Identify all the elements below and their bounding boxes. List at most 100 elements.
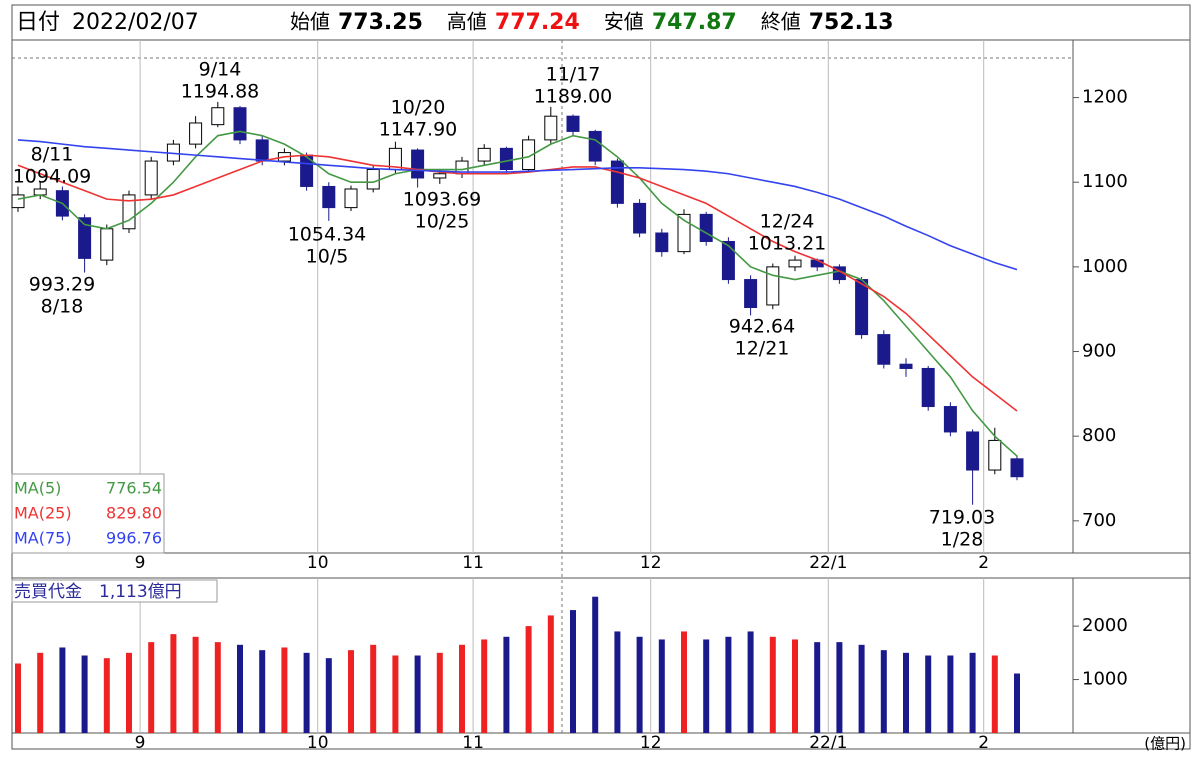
- candle-body: [11, 194, 25, 209]
- volume-bar: [126, 652, 132, 733]
- volume-bar: [636, 636, 643, 733]
- volume-bar: [81, 655, 88, 733]
- annotation: 1194.88: [181, 81, 260, 103]
- annotation: 1093.69: [403, 189, 482, 211]
- x-tick-label: 22/1: [809, 733, 847, 753]
- volume-bar: [614, 631, 621, 733]
- candle-body: [966, 431, 980, 471]
- candle-body: [855, 279, 869, 336]
- candle-body: [899, 363, 913, 369]
- ma-line: [17, 130, 1018, 457]
- legend-name: MA(5): [14, 479, 61, 498]
- annotation: 10/5: [306, 246, 349, 268]
- volume-bar: [214, 642, 221, 733]
- candle-body: [788, 259, 802, 268]
- date-label: 日付: [16, 10, 60, 35]
- y-tick-label: 1000: [1082, 669, 1128, 690]
- volume-bar: [969, 652, 976, 733]
- header: 日付 2022/02/07: [16, 10, 199, 35]
- volume-bar: [148, 642, 155, 733]
- x-tick-label: 9: [135, 733, 146, 753]
- y-tick-label: 800: [1082, 425, 1116, 446]
- legend-value: 829.80: [106, 504, 162, 523]
- legend-name: MA(75): [14, 529, 72, 548]
- y-tick-label: 1200: [1082, 87, 1128, 108]
- candle-body: [655, 232, 669, 253]
- y-tick-label: 700: [1082, 510, 1116, 531]
- field-value: 752.13: [809, 10, 894, 35]
- x-tick-label: 12: [640, 553, 662, 573]
- annotation: 1054.34: [288, 224, 367, 246]
- volume-bar: [303, 652, 310, 733]
- volume-bar: [570, 610, 576, 733]
- field-value: 777.24: [495, 10, 580, 35]
- volume-bar: [392, 655, 399, 733]
- volume-bar: [525, 626, 532, 733]
- candle-body: [233, 107, 247, 141]
- volume-bar: [192, 636, 199, 733]
- y-tick-label: 2000: [1082, 615, 1128, 636]
- annotation: 11/17: [546, 64, 601, 86]
- annotation: 993.29: [29, 274, 95, 296]
- y-tick-label: 1100: [1082, 171, 1128, 192]
- volume-bar: [703, 639, 710, 733]
- candle-body: [699, 213, 713, 242]
- volume-bar: [658, 639, 665, 733]
- volume-bar: [880, 650, 887, 733]
- annotation: 8/11: [31, 144, 74, 166]
- candle-body: [744, 279, 758, 309]
- volume-bar: [103, 658, 110, 733]
- candle-body: [433, 173, 447, 179]
- y-tick-label: 1000: [1082, 256, 1128, 277]
- candle-body: [522, 139, 536, 171]
- candle-body: [322, 185, 336, 209]
- volume-bar: [436, 652, 443, 733]
- annotation: 8/18: [41, 296, 84, 318]
- volume-bar: [281, 647, 288, 733]
- candle-body: [499, 147, 513, 171]
- volume-bar: [991, 655, 998, 733]
- volume-bar: [170, 634, 177, 733]
- volume-bar: [814, 642, 821, 733]
- candle-body: [544, 115, 558, 141]
- plot: [11, 40, 1024, 733]
- x-tick-label: 2: [978, 553, 989, 573]
- annotation: 12/21: [735, 338, 790, 360]
- frame: [11, 4, 1191, 750]
- x-tick-label: 9: [135, 553, 146, 573]
- volume-bar: [1014, 673, 1020, 733]
- legend-name: MA(25): [14, 504, 72, 523]
- annotation: 719.03: [929, 507, 995, 529]
- annotation: 9/14: [199, 59, 242, 81]
- y-tick-label: 900: [1082, 341, 1116, 362]
- volume-bar: [370, 644, 377, 733]
- volume-bar: [503, 636, 510, 733]
- volume-label-box: [11, 579, 218, 603]
- candle-body: [211, 107, 225, 126]
- annotation: 1147.90: [379, 119, 458, 141]
- candle-body: [766, 266, 780, 306]
- x-tick-label: 10: [307, 553, 329, 573]
- volume-bar: [747, 631, 754, 733]
- candle-body: [255, 139, 269, 162]
- candle-body: [721, 240, 735, 281]
- candle-body: [943, 406, 957, 433]
- field-value: 773.25: [338, 10, 423, 35]
- volume-bar: [59, 647, 66, 733]
- candle-body: [122, 194, 136, 230]
- legend-value: 996.76: [106, 529, 162, 548]
- volume-bar: [547, 615, 554, 733]
- candle-body: [144, 160, 158, 196]
- volume-bar: [903, 652, 909, 733]
- candle-body: [411, 149, 425, 179]
- candle-body: [1010, 458, 1024, 478]
- x-tick-label: 12: [640, 733, 662, 753]
- annotation: 1/28: [941, 529, 984, 551]
- volume-bar: [947, 655, 954, 733]
- x-tick-label: 11: [462, 733, 484, 753]
- volume-bar: [592, 596, 599, 733]
- candle-body: [33, 188, 47, 196]
- volume-bar: [681, 631, 687, 733]
- volume-bar: [237, 644, 243, 733]
